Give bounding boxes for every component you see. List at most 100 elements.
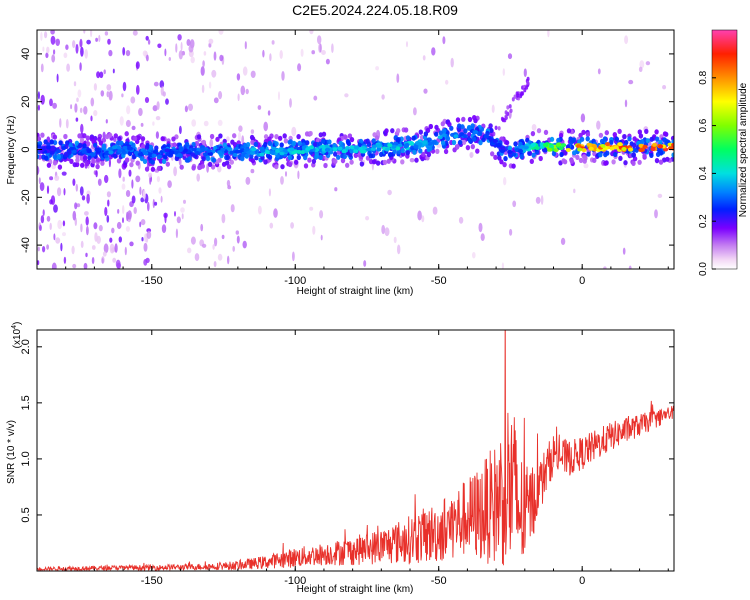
heatmap-cell: [194, 140, 200, 147]
heatmap-cell: [146, 54, 149, 62]
heatmap-cell: [119, 140, 124, 146]
heatmap-cell: [165, 161, 170, 167]
heatmap-cell: [125, 190, 131, 197]
heatmap-cell: [117, 209, 120, 214]
heatmap-cell: [125, 50, 131, 57]
heatmap-cell: [374, 135, 380, 141]
heatmap-cell: [81, 195, 86, 201]
heatmap-cell: [87, 154, 92, 161]
heatmap-cell: [278, 91, 280, 101]
snr-x-tick-label: -150: [141, 575, 163, 587]
heatmap-cell: [600, 144, 606, 148]
heatmap-cell: [190, 56, 195, 64]
heatmap-cell: [101, 256, 105, 264]
heatmap-cell: [365, 216, 370, 221]
heatmap-cell: [42, 246, 46, 253]
heatmap-cell: [127, 150, 133, 157]
heatmap-cell: [131, 142, 136, 148]
heatmap-cell: [654, 209, 658, 219]
heatmap-cell: [427, 141, 433, 146]
heatmap-cell: [96, 71, 101, 79]
spectrogram-y-tick-label: 40: [20, 48, 32, 60]
heatmap-cell: [280, 176, 284, 185]
heatmap-cell: [50, 35, 56, 45]
heatmap-cell: [249, 151, 256, 156]
heatmap-cell: [77, 133, 82, 139]
heatmap-cell: [93, 110, 98, 117]
heatmap-cell: [191, 165, 196, 171]
spectrogram-x-label: Height of straight line (km): [297, 286, 414, 297]
heatmap-cell: [504, 110, 508, 115]
heatmap-cell: [106, 191, 111, 198]
heatmap-cell: [49, 98, 53, 107]
heatmap-cell: [164, 148, 170, 153]
spectrogram-x-tick-label: 0: [579, 275, 585, 287]
heatmap-cell: [346, 140, 351, 146]
heatmap-cell: [392, 148, 397, 154]
heatmap-cell: [665, 156, 670, 162]
heatmap-cell: [114, 243, 118, 253]
heatmap-cell: [507, 53, 513, 60]
heatmap-cell: [221, 161, 227, 167]
heatmap-cell: [604, 130, 609, 136]
heatmap-cell: [260, 148, 266, 153]
heatmap-cell: [91, 158, 96, 164]
heatmap-cell: [274, 141, 279, 147]
heatmap-cell: [37, 104, 41, 111]
heatmap-cell: [458, 139, 463, 145]
heatmap-cell: [521, 91, 525, 96]
heatmap-cell: [113, 153, 118, 159]
heatmap-cell: [212, 244, 215, 250]
heatmap-cell: [642, 144, 648, 149]
heatmap-cell: [146, 230, 152, 239]
heatmap-cell: [122, 217, 124, 224]
heatmap-cell: [106, 84, 112, 91]
heatmap-cell: [52, 102, 57, 109]
heatmap-cell: [125, 226, 130, 232]
heatmap-cell: [105, 119, 108, 124]
heatmap-cell: [267, 154, 273, 160]
heatmap-cell: [242, 66, 248, 76]
heatmap-cell: [66, 63, 70, 72]
heatmap-cell: [553, 148, 559, 153]
heatmap-cell: [308, 130, 313, 137]
heatmap-cell: [631, 142, 637, 148]
heatmap-cell: [129, 241, 134, 247]
spectrogram-x-tick-label: -100: [284, 275, 306, 287]
heatmap-cell: [227, 185, 232, 190]
heatmap-cell: [82, 155, 88, 161]
heatmap-cell: [144, 233, 147, 242]
heatmap-cell: [53, 49, 56, 55]
heatmap-cell: [121, 183, 126, 190]
snr-x-tick-label: -50: [431, 575, 447, 587]
heatmap-cell: [221, 234, 225, 240]
heatmap-cell: [263, 121, 269, 132]
snr-y-tick-label: 2.0: [20, 339, 32, 354]
heatmap-cell: [543, 129, 549, 135]
heatmap-cell: [500, 116, 504, 122]
heatmap-cell: [71, 245, 75, 255]
heatmap-cell: [313, 95, 318, 101]
heatmap-cell: [90, 30, 93, 38]
heatmap-cell: [201, 156, 206, 162]
heatmap-cell: [455, 117, 461, 123]
heatmap-cell: [304, 131, 310, 137]
heatmap-cell: [309, 206, 314, 211]
heatmap-cell: [194, 150, 200, 155]
heatmap-cell: [447, 121, 452, 128]
heatmap-cell: [175, 228, 178, 239]
heatmap-cell: [613, 145, 619, 150]
heatmap-cell: [657, 193, 663, 198]
heatmap-cell: [40, 94, 45, 105]
heatmap-cell: [279, 50, 283, 59]
heatmap-cell: [452, 147, 457, 153]
heatmap-cell: [152, 105, 158, 112]
heatmap-cell: [560, 143, 567, 148]
heatmap-cell: [53, 233, 56, 241]
heatmap-cell: [124, 157, 130, 163]
heatmap-cell: [125, 119, 131, 128]
heatmap-cell: [271, 146, 277, 151]
heatmap-cell: [74, 140, 80, 146]
heatmap-cell: [218, 30, 224, 35]
heatmap-cell: [232, 153, 238, 157]
